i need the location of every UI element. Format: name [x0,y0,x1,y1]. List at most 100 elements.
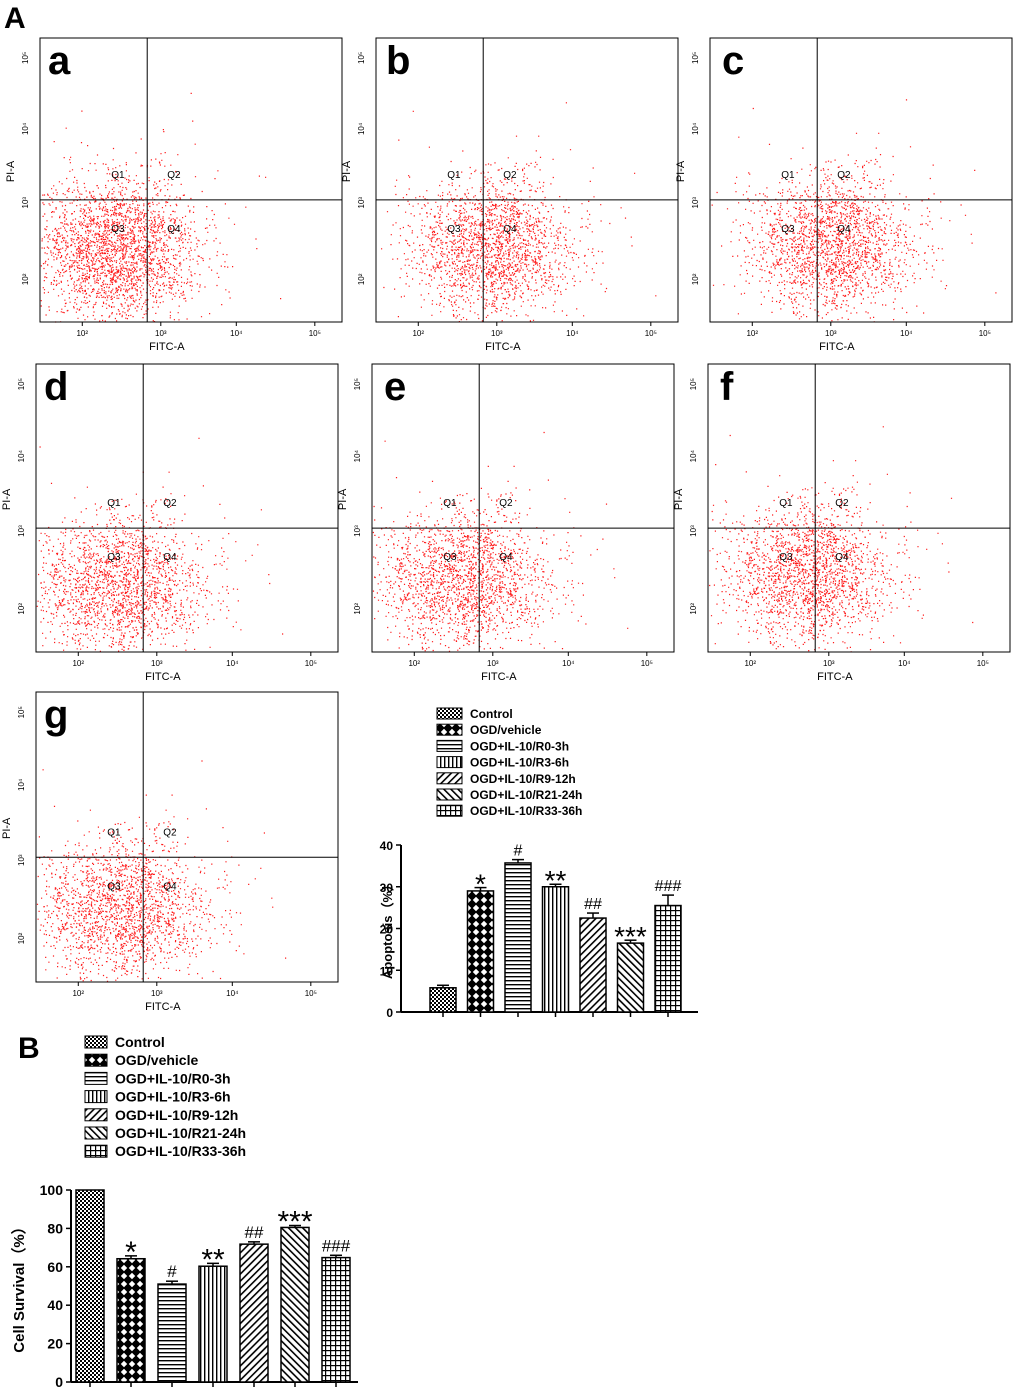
legend-label: Control [470,707,513,721]
bar [75,1189,105,1383]
y-tick-label: 10⁴ [21,122,30,135]
legend-item: OGD+IL-10/R33-36h [436,804,582,818]
flow-plot-a: Q1 Q2 Q3 Q4 a 10² 10³ 10⁴ 10⁵ FITC-A 10² 10³ 10⁴ 10⁵ P… [5,37,343,353]
legend-label: OGD+IL-10/R3-6h [470,756,569,770]
y-tick-label: 10⁵ [17,706,26,718]
x-tick-label: 10⁴ [562,659,575,668]
quadrant-label-q1: Q1 [781,170,795,181]
y-tick-label: 80 [47,1220,63,1236]
bar [157,1283,187,1383]
flow-plot-b: Q1 Q2 Q3 Q4 b 10² 10³ 10⁴ 10⁵ FITC-A 10² 10³ 10⁴ 10⁵ P… [341,37,679,353]
x-tick-label: 10⁵ [979,329,991,338]
y-tick-label: 20 [380,923,394,937]
legend-item: OGD/vehicle [436,723,542,737]
quadrant-label-q2: Q2 [499,498,513,509]
x-tick-label: 10² [72,659,84,668]
bar [504,862,532,1013]
legend-item: OGD+IL-10/R9-12h [84,1107,238,1123]
x-axis-label: FITC-A [817,671,853,683]
y-tick-label: 0 [55,1374,63,1390]
scatter-points [36,437,284,652]
flow-plot-e: Q1 Q2 Q3 Q4 e 10² 10³ 10⁴ 10⁵ FITC-A 10² 10³ 10⁴ 10⁵ P… [337,363,675,683]
bar [239,1243,269,1383]
x-tick-label: 10³ [825,329,837,338]
y-tick-label: 40 [47,1297,63,1313]
panel-label-d: d [44,365,68,409]
y-tick-label: 30 [380,881,394,895]
legend-swatch [436,723,463,736]
panel-label-g: g [44,693,68,737]
significance-mark: * [125,1236,137,1269]
legend-label: OGD+IL-10/R21-24h [115,1125,246,1141]
y-tick-label: 10³ [689,525,698,537]
x-axis-label: FITC-A [145,1001,181,1013]
x-tick-label: 10⁴ [566,329,579,338]
legend-swatch [436,739,463,752]
legend-swatch [84,1144,108,1158]
significance-mark: ## [245,1223,264,1242]
x-tick-label: 10² [412,329,424,338]
legend-swatch [436,756,463,769]
y-tick-label: 10³ [353,525,362,537]
legend-item: OGD+IL-10/R21-24h [84,1125,246,1141]
scatter-dots [711,99,997,323]
y-tick-label: 10² [689,603,698,615]
bar [466,890,495,1013]
scatter-points [711,99,997,323]
x-tick-label: 10³ [487,659,499,668]
flow-plot-g: Q1 Q2 Q3 Q4 g 10² 10³ 10⁴ 10⁵ FITC-A 10² 10³ 10⁴ 10⁵ P… [1,691,339,1013]
panel-label-c: c [722,39,744,83]
y-tick-label: 10² [691,273,700,285]
legend-swatch [84,1071,108,1085]
significance-mark: ** [201,1243,225,1276]
significance-mark: * [475,869,486,900]
flow-plot-c: Q1 Q2 Q3 Q4 c 10² 10³ 10⁴ 10⁵ FITC-A 10² 10³ 10⁴ 10⁵ P… [675,37,1013,353]
y-tick-label: 10⁵ [357,52,366,64]
y-tick-label: 10⁵ [689,378,698,390]
legend-swatch [84,1035,108,1049]
y-tick-label: 10 [380,964,394,978]
significance-mark: ### [322,1236,351,1255]
legend-swatch [436,772,463,785]
legend-item: OGD+IL-10/R3-6h [84,1089,231,1105]
y-tick-label: 10⁴ [357,122,366,135]
scatter-dots [36,437,284,652]
y-tick-label: 20 [47,1336,63,1352]
y-tick-label: 10² [17,603,26,615]
quadrant-label-q4: Q4 [167,224,181,235]
x-tick-label: 10³ [151,989,163,998]
bar [321,1256,351,1383]
quadrant-label-q2: Q2 [837,170,851,181]
x-tick-label: 10⁴ [900,329,913,338]
quadrant-label-q4: Q4 [837,224,851,235]
legend-item: OGD+IL-10/R0-3h [436,739,569,753]
y-tick-label: 10⁵ [21,52,30,64]
legend-label: OGD+IL-10/R0-3h [115,1070,231,1086]
y-tick-label: 10⁵ [353,378,362,390]
significance-mark: ## [584,896,602,913]
x-tick-label: 10³ [491,329,503,338]
panel-label-a: a [48,39,71,83]
quadrant-label-q3: Q3 [443,552,457,563]
quadrant-label-q4: Q4 [499,552,513,563]
significance-mark: *** [614,921,647,952]
legend-label: OGD+IL-10/R33-36h [115,1143,246,1159]
quadrant-label-q2: Q2 [503,170,517,181]
legend-label: OGD+IL-10/R33-36h [470,804,582,818]
scatter-points [372,431,629,652]
x-axis-label: FITC-A [485,341,521,353]
quadrant-label-q3: Q3 [447,224,461,235]
x-tick-label: 10² [76,329,88,338]
quadrant-label-q1: Q1 [107,827,121,838]
x-tick-label: 10⁵ [305,989,317,998]
plot-frame [709,37,1013,323]
legend-item: Control [436,707,513,721]
y-tick-label: 10³ [691,197,700,209]
quadrant-label-q3: Q3 [107,552,121,563]
y-axis-label: PI-A [337,488,349,510]
legend-label: Control [115,1034,165,1050]
quadrant-label-q4: Q4 [163,552,177,563]
plot-frame [375,37,679,323]
legend-swatch [84,1090,108,1104]
